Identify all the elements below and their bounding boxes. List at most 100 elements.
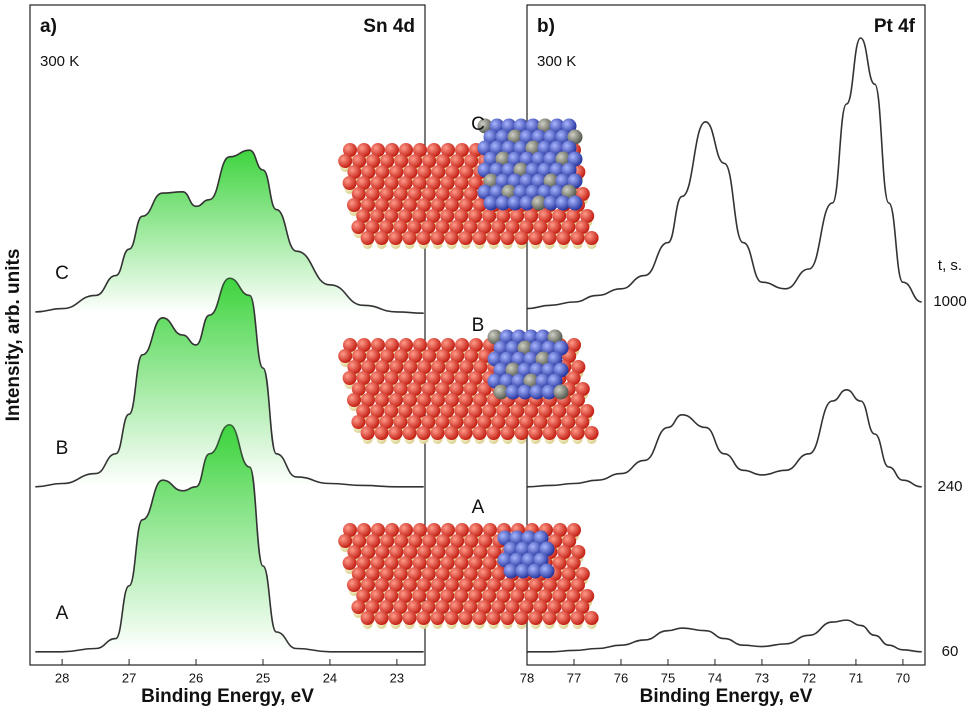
oxygen-atom — [463, 187, 478, 201]
oxygen-atom — [370, 209, 385, 223]
oxygen-atom — [450, 349, 465, 363]
oxygen-atom — [342, 371, 357, 385]
cluster-atom — [531, 173, 547, 189]
oxygen-atom — [352, 349, 367, 363]
cluster-atom — [519, 173, 535, 189]
oxygen-atom — [417, 578, 431, 592]
oxygen-atom — [338, 154, 353, 168]
oxygen-atom — [477, 415, 492, 429]
plot-frame — [526, 4, 926, 666]
cluster-atom — [483, 173, 499, 189]
oxygen-atom — [356, 209, 371, 223]
peak-fill — [35, 278, 424, 487]
oxygen-atom — [412, 371, 427, 385]
oxygen-atom — [486, 231, 501, 245]
oxygen-atom — [571, 545, 586, 559]
cluster-atom — [537, 184, 553, 200]
cluster-atom — [567, 195, 583, 211]
oxygen-atom — [491, 567, 506, 581]
panel: A B C 28 27 26 25 24 23 Binding Energy, eV a) Sn 4d… — [3, 4, 426, 707]
cluster-atom — [513, 162, 529, 178]
oxygen-atom — [566, 371, 581, 385]
oxygen-atom — [399, 143, 413, 157]
oxygen-atom — [343, 143, 357, 157]
oxygen-atom — [403, 578, 417, 592]
cluster-atom — [483, 129, 499, 145]
oxygen-atom — [445, 545, 460, 559]
oxygen-atom — [436, 154, 451, 168]
oxygen-atom — [413, 143, 427, 157]
oxygen-atom — [469, 523, 483, 537]
oxygen-atom — [552, 209, 567, 223]
oxygen-atom — [444, 426, 459, 440]
oxygen-atom — [398, 209, 413, 223]
oxygen-atom — [356, 589, 371, 603]
oxygen-atom — [357, 338, 371, 352]
oxygen-atom — [393, 415, 408, 429]
oxygen-atom — [454, 176, 469, 190]
x-tick-label: 27 — [122, 670, 136, 685]
oxygen-atom — [528, 231, 543, 245]
structure-image — [338, 523, 599, 629]
oxygen-atom — [379, 382, 394, 396]
oxygen-atom — [402, 426, 417, 440]
oxygen-atom — [533, 220, 548, 234]
oxygen-atom — [459, 360, 474, 374]
oxygen-atom — [347, 545, 362, 559]
cluster-atom — [537, 118, 553, 134]
oxygen-atom — [468, 556, 483, 570]
oxygen-atom — [542, 611, 557, 625]
oxygen-atom — [445, 165, 460, 179]
oxygen-atom — [375, 165, 390, 179]
oxygen-atom — [389, 393, 403, 407]
oxygen-atom — [421, 415, 436, 429]
oxygen-atom — [552, 556, 567, 570]
oxygen-atom — [491, 600, 506, 614]
oxygen-atom — [385, 523, 399, 537]
oxygen-atom — [347, 578, 361, 592]
cluster-atom — [519, 129, 535, 145]
cluster-atom — [477, 118, 493, 134]
oxygen-atom — [389, 545, 404, 559]
oxygen-atom — [417, 545, 432, 559]
oxygen-atom — [505, 415, 520, 429]
x-tick-label: 23 — [390, 670, 404, 685]
oxygen-atom — [529, 578, 543, 592]
cluster-atom — [549, 118, 565, 134]
oxygen-atom — [552, 589, 567, 603]
oxygen-atom — [468, 176, 483, 190]
oxygen-atom — [580, 209, 595, 223]
oxygen-atom — [463, 567, 478, 581]
oxygen-atom — [393, 187, 408, 201]
oxygen-atom — [403, 198, 417, 212]
oxygen-atom — [514, 611, 529, 625]
cluster-atom — [535, 373, 551, 389]
cluster-atom — [501, 140, 517, 156]
oxygen-atom — [571, 393, 585, 407]
panel-title: Pt 4f — [874, 16, 916, 37]
oxygen-atom — [510, 589, 525, 603]
oxygen-atom — [389, 165, 404, 179]
oxygen-atom — [430, 426, 445, 440]
peak-fill — [35, 424, 424, 652]
oxygen-atom — [575, 600, 590, 614]
oxygen-atom — [384, 371, 399, 385]
oxygen-atom — [524, 589, 539, 603]
oxygen-atom — [482, 556, 497, 570]
x-tick-label: 26 — [189, 670, 203, 685]
x-tick-label: 24 — [323, 670, 337, 685]
x-tick-label: 72 — [802, 670, 816, 685]
oxygen-atom — [473, 360, 488, 374]
structure-label: A — [472, 497, 485, 518]
oxygen-atom — [486, 426, 501, 440]
oxygen-atom — [566, 404, 581, 418]
oxygen-atom — [361, 578, 375, 592]
oxygen-atom — [375, 545, 390, 559]
cluster-atom — [511, 329, 527, 345]
oxygen-atom — [352, 534, 367, 548]
cluster-atom — [567, 173, 583, 189]
oxygen-atom — [421, 567, 436, 581]
cluster-atom — [513, 118, 529, 134]
oxygen-atom — [575, 415, 590, 429]
structure-image — [338, 329, 599, 444]
